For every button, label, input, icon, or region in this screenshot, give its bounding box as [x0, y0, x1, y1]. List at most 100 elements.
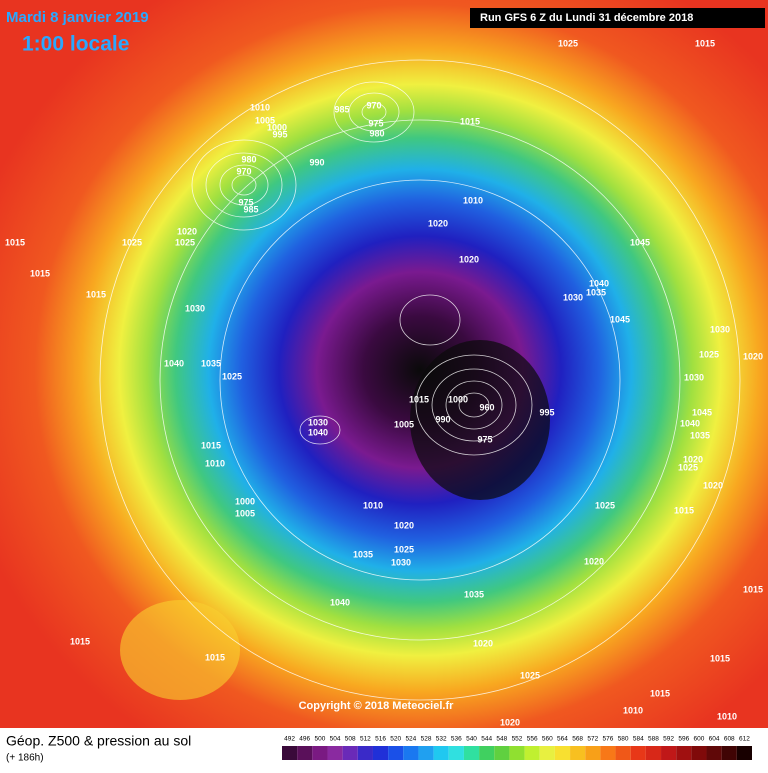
pressure-label: 1015	[695, 38, 715, 48]
pressure-label: 1015	[674, 505, 694, 515]
pressure-label: 970	[366, 100, 381, 110]
pressure-label: 1040	[330, 597, 350, 607]
scale-label: 600	[694, 736, 705, 743]
color-scale: 492 496 500 504 508 512 516 520 524 528 532 536 540 5…	[282, 736, 752, 760]
scale-swatch	[433, 746, 449, 760]
scale-label: 504	[330, 736, 341, 743]
scale-label: 524	[405, 736, 416, 743]
pressure-label: 1005	[235, 508, 255, 518]
pressure-label: 1025	[558, 38, 578, 48]
pressure-label: 1025	[122, 237, 142, 247]
pressure-label: 990	[435, 414, 450, 424]
scale-swatch	[297, 746, 313, 760]
scale-swatch	[418, 746, 434, 760]
pressure-label: 1030	[710, 324, 730, 334]
pressure-label: 1015	[70, 636, 90, 646]
scale-label: 536	[451, 736, 462, 743]
scale-swatch	[539, 746, 555, 760]
pressure-label: 1015	[86, 289, 106, 299]
copyright: Copyright © 2018 Meteociel.fr	[299, 700, 455, 712]
pressure-label: 1035	[690, 430, 710, 440]
footer-title: Géop. Z500 & pression au sol	[6, 733, 191, 749]
scale-swatch	[661, 746, 677, 760]
pressure-label: 1030	[185, 303, 205, 313]
pressure-label: 985	[334, 104, 349, 114]
pressure-label: 1030	[684, 372, 704, 382]
scale-swatch	[615, 746, 631, 760]
pressure-label: 985	[243, 204, 258, 214]
pressure-label: 1000	[235, 496, 255, 506]
pressure-label: 1040	[164, 358, 184, 368]
scale-swatch	[312, 746, 328, 760]
pressure-label: 1030	[308, 417, 328, 427]
pressure-label: 1020	[473, 638, 493, 648]
pressure-label: 1020	[683, 454, 703, 464]
pressure-label: 975	[368, 118, 383, 128]
scale-swatch	[388, 746, 404, 760]
scale-label: 540	[466, 736, 477, 743]
pressure-label: 1025	[699, 349, 719, 359]
pressure-label: 1035	[201, 358, 221, 368]
trough	[410, 340, 550, 500]
scale-label: 572	[587, 736, 598, 743]
scale-swatch	[479, 746, 495, 760]
pressure-label: 1025	[520, 670, 540, 680]
pressure-label: 1015	[743, 584, 763, 594]
scale-label: 584	[633, 736, 644, 743]
pressure-label: 1020	[703, 480, 723, 490]
pressure-label: 1015	[710, 653, 730, 663]
pressure-label: 1015	[30, 268, 50, 278]
pressure-label: 1005	[255, 115, 275, 125]
pressure-label: 1035	[353, 549, 373, 559]
scale-label: 580	[618, 736, 629, 743]
scale-label: 564	[557, 736, 568, 743]
pressure-label: 1010	[463, 195, 483, 205]
scale-label: 508	[345, 736, 356, 743]
scale-label: 576	[603, 736, 614, 743]
scale-swatch	[585, 746, 601, 760]
isobars	[99, 59, 741, 701]
pressure-label: 1025	[678, 462, 698, 472]
date: Mardi 8 janvier 2019	[6, 9, 149, 26]
pressure-label: 1010	[205, 458, 225, 468]
scale-swatch	[676, 746, 692, 760]
pressure-label: 1020	[428, 218, 448, 228]
pressure-label: 1030	[391, 557, 411, 567]
scale-label: 560	[542, 736, 553, 743]
run-box	[470, 8, 765, 28]
pressure-label: 1020	[177, 226, 197, 236]
scale-label: 492	[284, 736, 295, 743]
scale-swatch	[630, 746, 646, 760]
pressure-label: 1045	[630, 237, 650, 247]
pressure-label: 1015	[201, 440, 221, 450]
pressure-label: 1040	[680, 418, 700, 428]
scale-swatch	[524, 746, 540, 760]
scale-label: 592	[663, 736, 674, 743]
pressure-label: 1010	[623, 705, 643, 715]
pressure-label: 1015	[460, 116, 480, 126]
pressure-label: 1040	[308, 427, 328, 437]
pressure-label: 980	[369, 128, 384, 138]
scale-swatch	[327, 746, 343, 760]
pressure-label: 1000	[267, 122, 287, 132]
scale-swatch	[691, 746, 707, 760]
scale-label: 500	[314, 736, 325, 743]
pressure-label: 1020	[394, 520, 414, 530]
lead-time: (+ 186h)	[6, 753, 44, 764]
pressure-label: 1030	[563, 292, 583, 302]
pressure-label: 1015	[205, 652, 225, 662]
scale-label: 556	[527, 736, 538, 743]
scale-swatch	[494, 746, 510, 760]
pressure-label: 1010	[717, 711, 737, 721]
pressure-label: 1000	[448, 394, 468, 404]
ridge	[120, 600, 240, 700]
scale-label: 568	[572, 736, 583, 743]
pressure-label: 1025	[595, 500, 615, 510]
scale-label: 532	[436, 736, 447, 743]
scale-swatch	[645, 746, 662, 760]
scale-swatch	[282, 746, 298, 760]
local-time: 1:00 locale	[22, 33, 129, 56]
pressure-label: 1035	[464, 589, 484, 599]
